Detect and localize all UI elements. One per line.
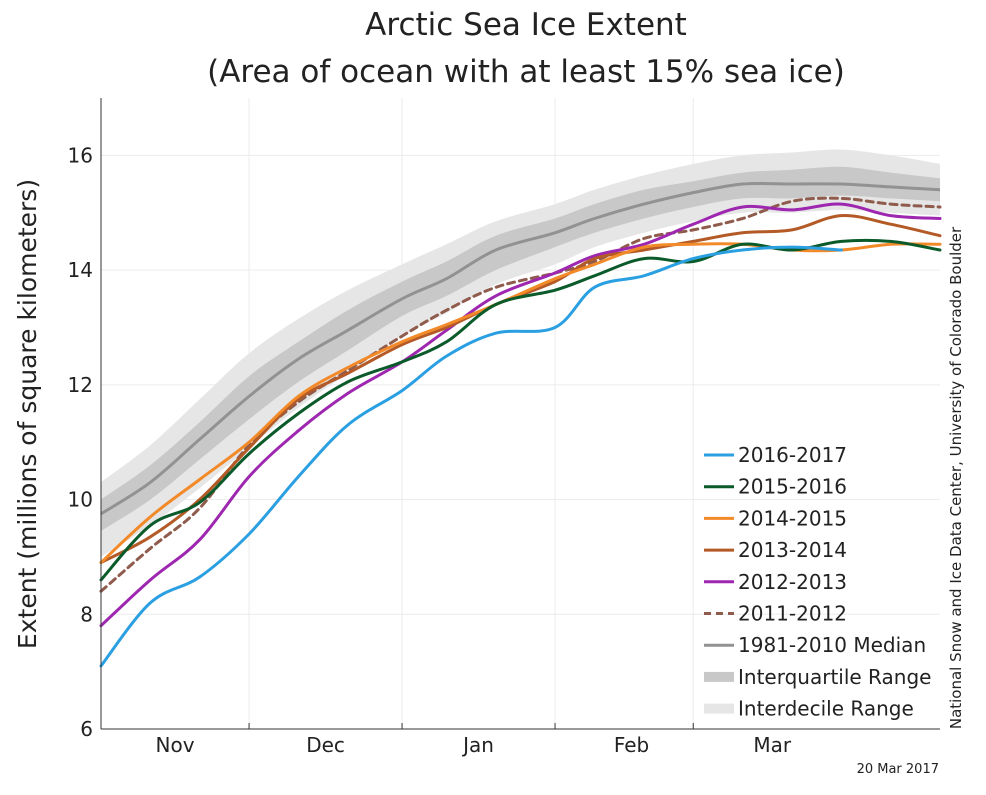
legend-label: 2012-2013 xyxy=(738,570,847,594)
median-line xyxy=(100,181,941,516)
x-tick-labels: Nov Dec Jan Feb Mar xyxy=(156,733,792,757)
legend-swatch xyxy=(704,671,734,682)
legend-label: 1981-2010 Median xyxy=(738,633,926,657)
legend-item-2012-2013: 2012-2013 xyxy=(704,570,847,594)
interquartile-band xyxy=(101,166,940,532)
legend-swatch xyxy=(704,703,734,714)
legend-item-Interdecile Range: Interdecile Range xyxy=(704,697,914,721)
legend-item-2016-2017: 2016-2017 xyxy=(704,443,847,467)
y-tick-label: 14 xyxy=(68,258,93,282)
y-tick-label: 8 xyxy=(80,602,93,626)
chart-title-line1: Arctic Sea Ice Extent xyxy=(365,7,687,43)
legend-label: 2011-2012 xyxy=(738,602,847,626)
series-line-2015-2016 xyxy=(99,238,942,582)
y-tick-label: 16 xyxy=(68,143,93,167)
y-axis-label: Extent (millions of square kilometers) xyxy=(13,179,42,649)
x-tick-label: Feb xyxy=(614,733,649,757)
legend-label: 2015-2016 xyxy=(738,475,847,499)
legend-label: 2013-2014 xyxy=(738,538,847,562)
legend-item-2011-2012: 2011-2012 xyxy=(704,602,847,626)
legend-label: Interquartile Range xyxy=(738,665,931,689)
series-line-2012-2013 xyxy=(99,202,942,628)
y-tick-label: 6 xyxy=(80,717,93,741)
date-stamp: 20 Mar 2017 xyxy=(857,762,939,777)
plot-area: 6 8 10 12 14 16 Nov Dec Jan Feb Mar xyxy=(68,98,942,757)
x-tick-label: Mar xyxy=(753,733,792,757)
axes xyxy=(100,98,940,730)
chart-title-line2: (Area of ocean with at least 15% sea ice… xyxy=(207,54,845,90)
y-tick-label: 12 xyxy=(68,373,93,397)
legend-item-2013-2014: 2013-2014 xyxy=(704,538,847,562)
x-tick-label: Nov xyxy=(156,733,195,757)
x-tick-label: Jan xyxy=(461,733,494,757)
legend-item-2015-2016: 2015-2016 xyxy=(704,475,847,499)
series-line-2016-2017 xyxy=(99,245,843,668)
legend-item-2014-2015: 2014-2015 xyxy=(704,506,847,530)
range-bands xyxy=(101,149,940,557)
legend-item-1981-2010 Median: 1981-2010 Median xyxy=(704,633,926,657)
x-tick-label: Dec xyxy=(306,733,345,757)
credit-text: National Snow and Ice Data Center, Unive… xyxy=(947,226,965,729)
y-tick-label: 10 xyxy=(68,488,93,512)
y-tick-labels: 6 8 10 12 14 16 xyxy=(68,143,93,741)
median-layer xyxy=(100,181,941,516)
legend-item-Interquartile Range: Interquartile Range xyxy=(704,665,931,689)
legend-label: 2016-2017 xyxy=(738,443,847,467)
legend-label: Interdecile Range xyxy=(738,697,914,721)
legend-label: 2014-2015 xyxy=(738,506,847,530)
legend: 2016-2017 2015-2016 2014-2015 2013-2014 2012… xyxy=(704,443,931,721)
series-lines xyxy=(99,196,942,668)
